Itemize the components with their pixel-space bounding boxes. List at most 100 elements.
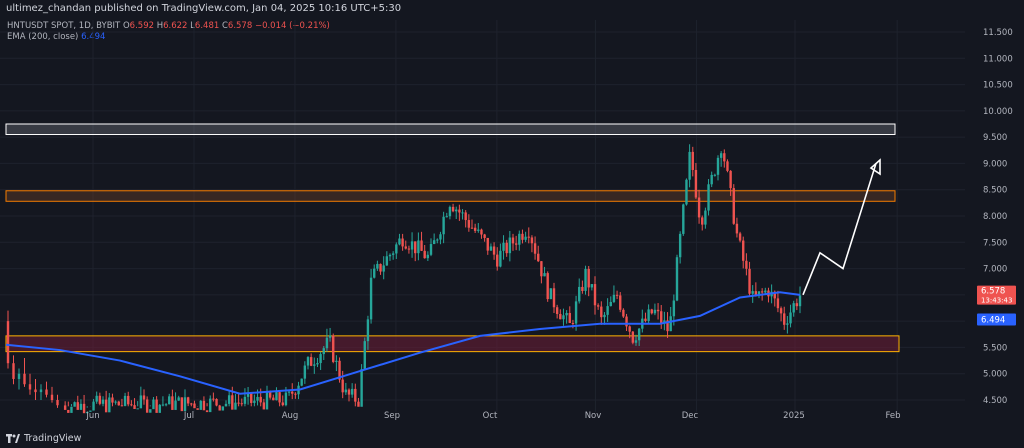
candle — [325, 337, 329, 349]
candle — [278, 392, 281, 403]
x-tick-label: Nov — [585, 411, 602, 421]
candle — [186, 397, 190, 404]
candle — [205, 410, 209, 413]
candle — [653, 309, 657, 314]
y-tick-label: 6.500 — [983, 291, 1007, 301]
candle — [508, 237, 512, 254]
x-tick-label: Aug — [282, 411, 299, 421]
candle — [338, 360, 341, 380]
candle — [514, 243, 518, 245]
candle — [117, 401, 120, 406]
candle — [562, 315, 565, 320]
candle — [650, 309, 653, 314]
candle — [704, 210, 707, 225]
forecast-arrowhead — [869, 158, 881, 176]
candle — [470, 227, 474, 229]
candle — [678, 233, 682, 258]
candle — [593, 284, 597, 306]
candle — [552, 288, 556, 308]
candle — [691, 151, 694, 170]
candle — [202, 400, 206, 411]
candle — [565, 312, 568, 316]
candle — [209, 398, 212, 413]
candle — [287, 391, 291, 393]
candle — [767, 290, 770, 297]
candle — [760, 291, 764, 293]
candle — [139, 395, 143, 409]
candle — [256, 396, 259, 401]
candle — [537, 253, 540, 262]
y-tick-label: 6.000 — [983, 317, 1007, 327]
candle — [527, 236, 530, 238]
candle — [127, 395, 130, 405]
candle — [590, 284, 594, 288]
candle — [174, 400, 177, 410]
candle — [193, 403, 196, 409]
candle — [628, 326, 631, 332]
publisher-line: ultimez_chandan published on TradingView… — [0, 0, 1024, 18]
symbol-label[interactable]: HNTUSDT SPOT, 1D, BYBIT — [7, 21, 121, 31]
x-tick-label: 2025 — [783, 411, 805, 421]
candle — [742, 240, 745, 261]
candle — [477, 229, 480, 231]
candle — [571, 322, 575, 324]
candle — [587, 268, 590, 288]
last-price-badge — [977, 285, 1016, 305]
candle — [770, 291, 773, 297]
candle — [67, 409, 70, 413]
candle — [729, 170, 732, 189]
candle — [39, 389, 43, 393]
low-value: 6.481 — [194, 21, 220, 31]
legend-ohlc-row: HNTUSDT SPOT, 1D, BYBIT O6.592 H6.622 L6… — [7, 21, 330, 32]
candle — [130, 404, 133, 406]
x-tick-label: Jul — [183, 411, 194, 421]
candle — [398, 238, 401, 245]
candle — [694, 169, 698, 198]
ema-label[interactable]: EMA (200, close) — [7, 32, 79, 42]
candle — [436, 239, 439, 241]
y-tick-label: 7.000 — [983, 265, 1007, 275]
candle — [246, 392, 250, 397]
candle — [637, 328, 641, 341]
forecast-arrow — [802, 163, 877, 296]
candle — [682, 204, 685, 234]
candle — [231, 395, 234, 410]
candle — [455, 209, 458, 212]
low-label: L — [190, 21, 195, 31]
candle — [688, 151, 691, 180]
x-tick-label: Sep — [384, 411, 400, 421]
candle — [723, 153, 726, 162]
candle — [732, 188, 735, 224]
candle — [615, 294, 619, 296]
candle — [50, 394, 54, 400]
candle — [697, 197, 701, 218]
candle — [401, 238, 404, 247]
change-value: −0.014 (−0.21%) — [254, 21, 330, 31]
candle — [385, 256, 389, 266]
candle — [161, 404, 165, 406]
candle — [600, 306, 603, 318]
candle — [265, 392, 269, 410]
candle — [505, 242, 508, 254]
y-tick-label: 10.000 — [983, 107, 1013, 117]
candle — [123, 395, 127, 406]
candle — [549, 288, 553, 300]
y-tick-label: 5.500 — [983, 343, 1007, 353]
candle — [243, 396, 247, 404]
candle — [792, 303, 795, 313]
candle — [23, 373, 26, 385]
candle — [451, 206, 455, 212]
candle — [660, 311, 663, 324]
candle — [622, 309, 625, 317]
ema-price-badge — [977, 313, 1016, 326]
candle — [350, 388, 354, 395]
zone-resistance-top — [5, 123, 896, 136]
candle — [382, 265, 385, 272]
candle — [199, 400, 202, 410]
candle — [420, 240, 423, 251]
candle — [56, 400, 59, 406]
candle — [559, 313, 562, 320]
candle — [663, 320, 666, 324]
tradingview-brand[interactable]: TradingView — [6, 433, 81, 444]
